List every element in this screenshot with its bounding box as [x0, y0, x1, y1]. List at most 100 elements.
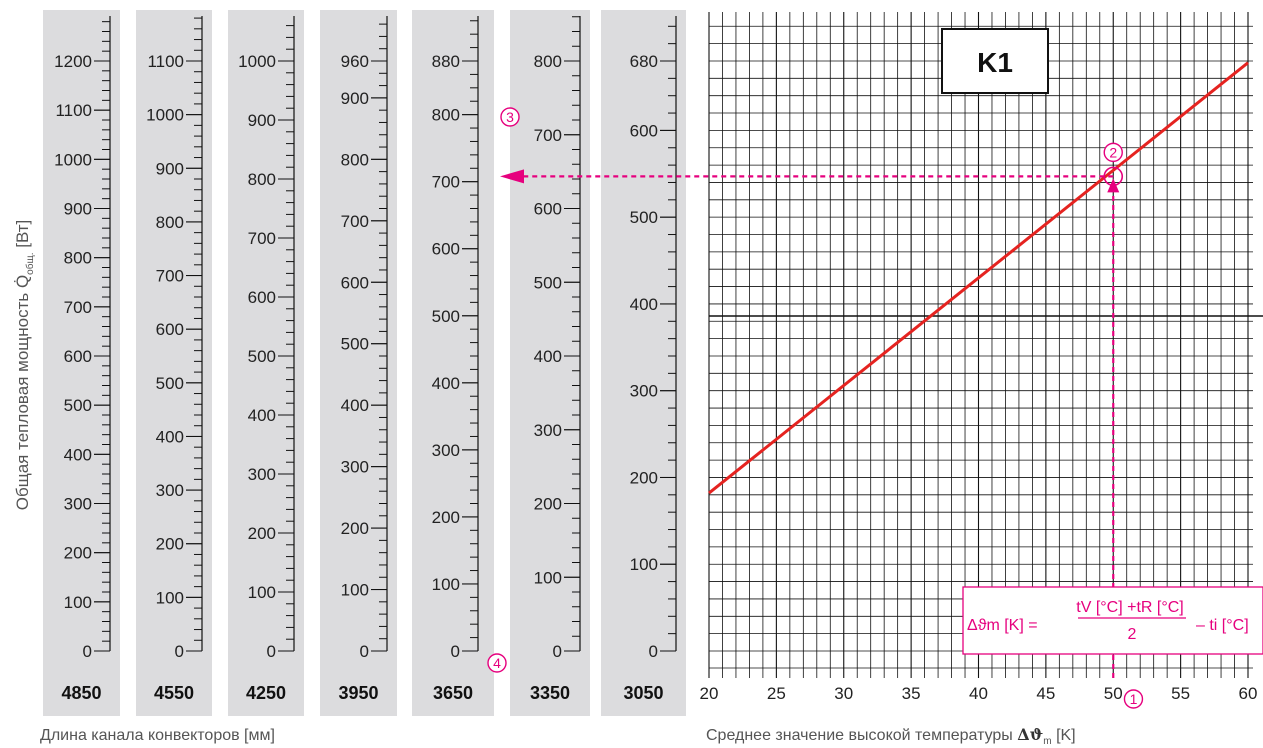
scale-tick-label: 500	[64, 396, 92, 415]
grid-bg	[709, 12, 1253, 678]
scale-tick-label: 0	[175, 642, 184, 661]
scale-tick-label: 0	[360, 642, 369, 661]
scale-tick-label: 500	[630, 208, 658, 227]
formula-denominator: 2	[1128, 626, 1137, 643]
scale-tick-label: 300	[341, 458, 369, 477]
scale-tick-label: 500	[156, 374, 184, 393]
scale-tick-label: 0	[451, 642, 460, 661]
scale-columns: 0100200300400500600700800900100011001200…	[43, 10, 686, 716]
scale-column-bg	[320, 10, 397, 716]
scale-tick-label: 800	[248, 170, 276, 189]
scale-tick-label: 700	[248, 229, 276, 248]
scale-tick-label: 100	[341, 581, 369, 600]
scale-tick-label: 100	[534, 568, 562, 587]
formula-lhs: Δϑm [K] =	[967, 617, 1038, 634]
scale-tick-label: 900	[156, 159, 184, 178]
x-tick-label: 25	[767, 684, 786, 703]
scale-tick-label: 500	[432, 307, 460, 326]
scale-tick-label: 900	[64, 200, 92, 219]
scale-tick-label: 700	[156, 267, 184, 286]
scale-tick-label: 700	[64, 298, 92, 317]
scale-tick-label: 800	[64, 249, 92, 268]
scale-tick-label: 600	[156, 320, 184, 339]
scale-column-bg	[601, 10, 686, 716]
scale-tick-label: 200	[534, 495, 562, 514]
scale-tick-label: 600	[64, 347, 92, 366]
scale-tick-label: 960	[341, 52, 369, 71]
scale-column-4250: 0 100 200 300 400 500 600 700 800 900 1000 4250	[228, 10, 304, 716]
marker-4-label: 4	[493, 655, 501, 671]
scale-tick-label: 0	[649, 642, 658, 661]
marker-1-label: 1	[1130, 691, 1138, 707]
scale-column-bg	[412, 10, 494, 716]
scale-column-3350: 0 100 200 300 400 500 600 700 800 3350	[510, 10, 590, 716]
marker-4	[487, 653, 507, 673]
scale-tick-label: 500	[248, 347, 276, 366]
marker-2-label: 2	[1109, 144, 1117, 160]
scale-tick-label: 200	[341, 519, 369, 538]
marker-1	[1123, 689, 1144, 709]
scale-tick-label: 900	[341, 89, 369, 108]
scale-column-3050: 0 100 200 300 400 500 600 680 3050	[601, 10, 686, 716]
scale-tick-label: 600	[432, 240, 460, 259]
scale-tick-label: 1000	[238, 52, 276, 71]
scale-column-bg	[136, 10, 212, 716]
scale-tick-label: 100	[248, 583, 276, 602]
marker-3-label: 3	[506, 109, 514, 125]
scale-tick-label: 1200	[54, 52, 92, 71]
x-tick-label: 40	[969, 684, 988, 703]
scale-tick-label: 880	[432, 52, 460, 71]
x-tick-label: 45	[1036, 684, 1055, 703]
scale-tick-label: 600	[248, 288, 276, 307]
scale-length-label: 3650	[433, 683, 473, 703]
x-tick-label: 55	[1171, 684, 1190, 703]
x-axis-label: Среднее значение высокой температуры Δϑm…	[706, 725, 1076, 747]
scale-tick-label: 700	[341, 212, 369, 231]
scale-tick-label: 300	[432, 441, 460, 460]
series-group	[708, 61, 1249, 495]
scale-tick-label: 400	[630, 295, 658, 314]
scale-tick-label: 600	[630, 121, 658, 140]
y-axis-label: Общая тепловая мощность Q̇общ. [Вт]	[13, 220, 36, 510]
scale-column-bg	[228, 10, 304, 716]
scale-tick-label: 200	[156, 535, 184, 554]
scale-tick-label: 300	[156, 481, 184, 500]
scale-tick-label: 400	[341, 396, 369, 415]
scale-column-4850: 0 100 200 300 400 500 600 700 800 900 1000 1100 1200…	[43, 10, 120, 716]
scale-tick-label: 100	[64, 593, 92, 612]
scale-column-bg	[510, 10, 590, 716]
scale-tick-label: 100	[156, 588, 184, 607]
scale-tick-label: 400	[156, 427, 184, 446]
scale-tick-label: 400	[248, 406, 276, 425]
scale-column-4550: 0 100 200 300 400 500 600 700 800 900 1000 1100 4550	[136, 10, 212, 716]
scale-tick-label: 200	[248, 524, 276, 543]
scale-tick-label: 0	[83, 642, 92, 661]
chart-grid: 20 25 30 35 40 45 50 55 60	[700, 12, 1263, 703]
scale-tick-label: 400	[432, 374, 460, 393]
scale-tick-label: 800	[156, 213, 184, 232]
scale-tick-label: 800	[534, 52, 562, 71]
scale-tick-label: 680	[630, 52, 658, 71]
scale-tick-label: 300	[64, 495, 92, 514]
scale-tick-label: 900	[248, 111, 276, 130]
columns-caption: Длина канала конвекторов [мм]	[40, 727, 275, 744]
scale-length-label: 3350	[530, 683, 570, 703]
scale-tick-label: 700	[534, 126, 562, 145]
formula-numerator: tV [°C] +tR [°C]	[1076, 599, 1183, 616]
x-tick-label: 35	[902, 684, 921, 703]
x-tick-label: 50	[1104, 684, 1123, 703]
scale-tick-label: 600	[341, 273, 369, 292]
scale-tick-label: 500	[341, 335, 369, 354]
scale-tick-label: 100	[432, 575, 460, 594]
scale-tick-label: 1100	[55, 101, 92, 120]
scale-length-label: 3950	[338, 683, 378, 703]
scale-tick-label: 600	[534, 200, 562, 219]
scale-tick-label: 300	[534, 421, 562, 440]
scale-length-label: 4550	[154, 683, 194, 703]
scale-tick-label: 1100	[147, 52, 184, 71]
chart-title: K1	[977, 47, 1013, 78]
scale-tick-label: 400	[534, 347, 562, 366]
scale-tick-label: 800	[432, 106, 460, 125]
scale-column-3950: 0 100 200 300 400 500 600 700 800 900 960 3950	[320, 10, 397, 716]
